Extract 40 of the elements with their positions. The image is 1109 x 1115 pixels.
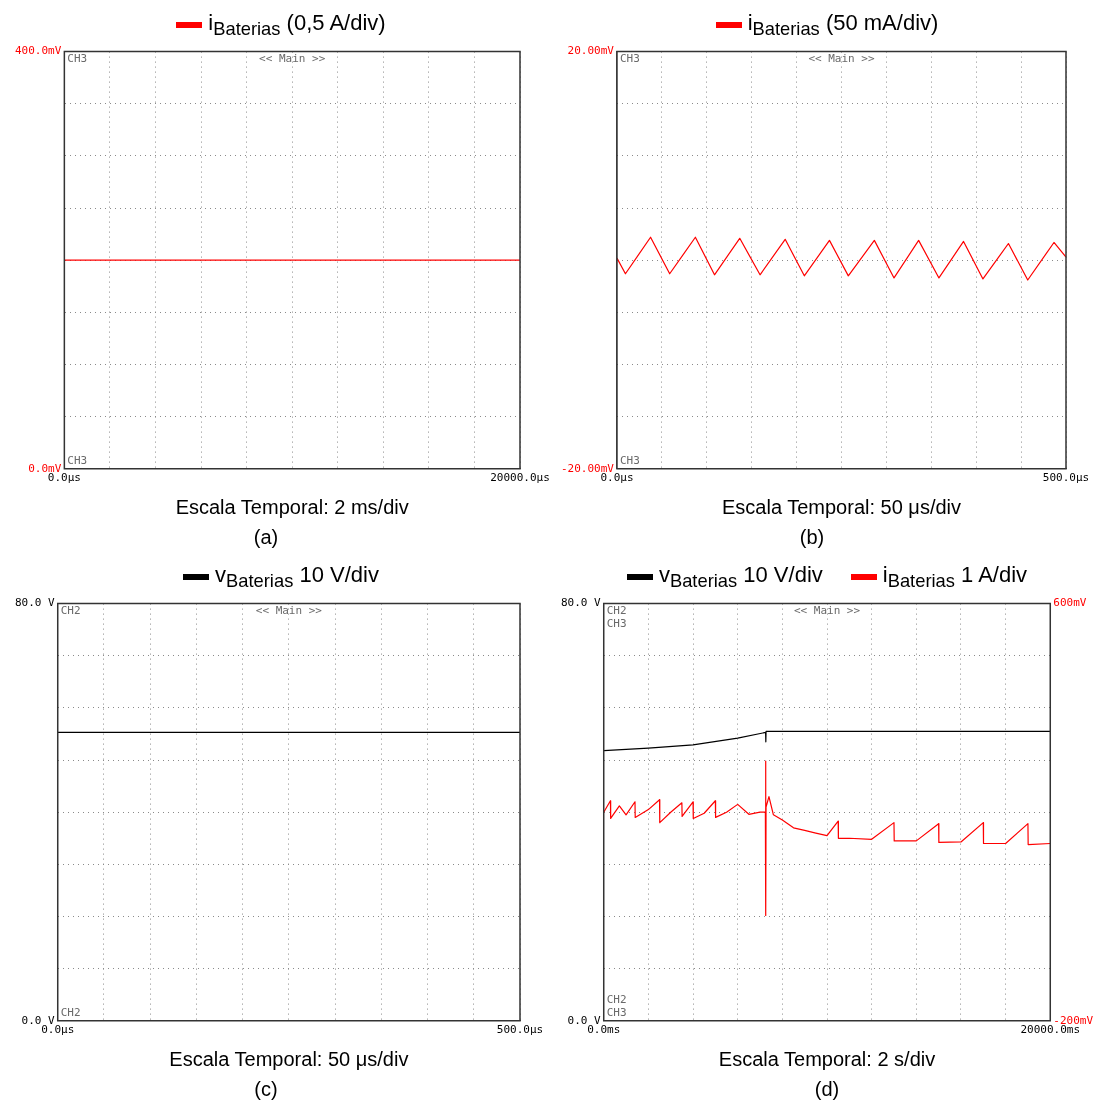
annotation: CH3	[67, 454, 88, 468]
text: (a)	[253, 525, 279, 548]
annotation: CH2	[60, 1006, 81, 1020]
y-tick-label: 80.0 V	[560, 596, 602, 610]
annotation: << Main >>	[255, 603, 323, 617]
x-tick-label: 500.0μs	[1042, 471, 1090, 485]
text: (b)	[799, 525, 825, 548]
annotation: << Main >>	[259, 51, 326, 65]
y2-tick-label: 600mV	[1053, 596, 1087, 610]
annotation: << Main >>	[808, 51, 875, 65]
annotation: CH2	[60, 603, 81, 617]
x-tick-label: 0.0μs	[41, 1023, 75, 1037]
x-axis-title: Escala Temporal: 50 μs/div	[721, 495, 962, 518]
y-tick-label: 20.00mV	[567, 44, 615, 58]
annotation: CH3	[67, 51, 88, 65]
legend-label: v$_{Baterias}$ 10 V/div	[215, 561, 379, 593]
x-tick-label: 0.0μs	[47, 471, 81, 485]
x-axis-title: Escala Temporal: 2 s/div	[718, 1047, 936, 1070]
legend-label: i$_{Baterias}$ (0,5 A/div)	[208, 9, 386, 41]
x-axis-title: Escala Temporal: 50 μs/div	[169, 1047, 409, 1070]
x-tick-label: 500.0μs	[496, 1023, 544, 1037]
legend-label: i$_{Baterias}$ 1 A/div	[882, 561, 1028, 593]
y-tick-label: 80.0 V	[14, 596, 56, 610]
annotation: CH2	[606, 603, 627, 617]
annotation: CH3	[619, 454, 640, 468]
annotation: CH3	[606, 1006, 627, 1020]
annotation: << Main >>	[793, 603, 861, 617]
text: (c)	[254, 1077, 278, 1100]
x-tick-label: 0.0ms	[587, 1023, 621, 1037]
legend-label: v$_{Baterias}$ 10 V/div	[658, 561, 823, 593]
x-axis-title: Escala Temporal: 2 ms/div	[175, 495, 409, 518]
annotation: CH3	[606, 616, 627, 630]
annotation: CH2	[606, 993, 627, 1007]
x-tick-label: 20000.0ms	[1020, 1023, 1081, 1037]
legend-label: i$_{Baterias}$ (50 mA/div)	[747, 9, 939, 41]
x-tick-label: 0.0μs	[600, 471, 634, 485]
text: (d)	[814, 1077, 840, 1100]
x-tick-label: 20000.0μs	[490, 471, 550, 485]
y-tick-label: 400.0mV	[15, 44, 62, 58]
annotation: CH3	[619, 51, 640, 65]
